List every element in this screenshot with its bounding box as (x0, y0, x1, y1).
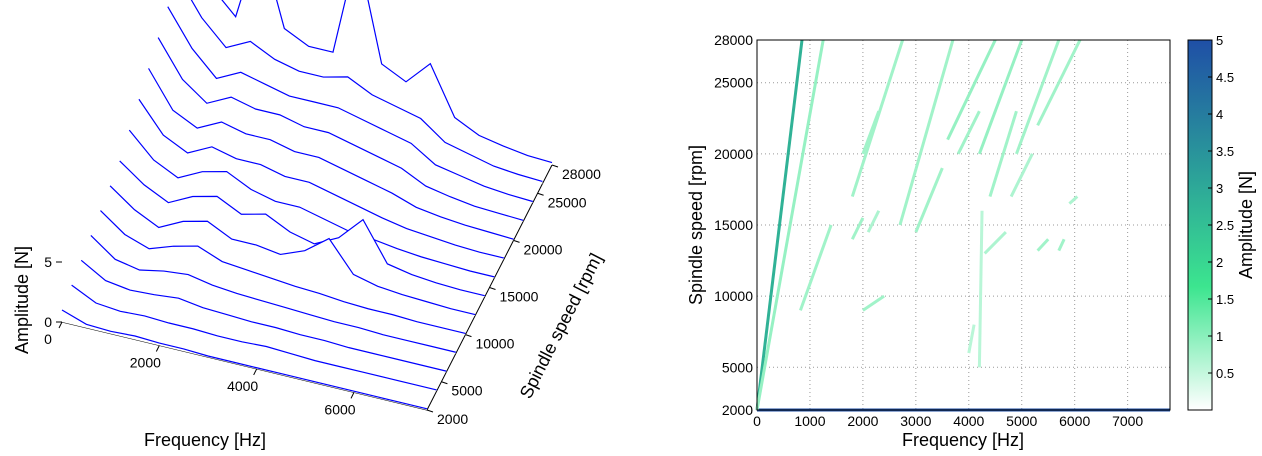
y-tick-label: 15000 (500, 289, 539, 305)
heat-streak (1015, 39, 1061, 155)
x-tick-label: 7000 (1112, 413, 1143, 429)
x-tick-label: 1000 (794, 413, 825, 429)
heat-streak (1057, 238, 1066, 252)
y-tick-label: 2000 (437, 411, 468, 427)
heat-streak (898, 39, 955, 226)
colorbar-tick-label: 4.5 (1216, 70, 1234, 85)
hidden-fill (177, 0, 543, 184)
y-tick (551, 164, 559, 168)
colorbar-tick-label: 1.5 (1216, 292, 1234, 307)
spectrum-line (190, 0, 543, 183)
x-tick-label: 4000 (953, 413, 984, 429)
y-tick-label: 28000 (714, 32, 753, 48)
x-tick-label: 6000 (324, 401, 355, 417)
spectrum-line (119, 160, 485, 297)
x-tick-label: 6000 (1059, 413, 1090, 429)
y-tick-label: 25000 (714, 75, 753, 91)
y-tick-label: 20000 (524, 241, 563, 257)
y-tick-label: 25000 (548, 194, 587, 210)
axes-box (756, 39, 1171, 411)
heat-streak (977, 210, 984, 368)
heat-streak (967, 324, 976, 354)
z-axis-label: Amplitude [N] (12, 246, 32, 354)
colorbar-tick-label: 3 (1216, 181, 1223, 196)
colorbar-tick-label: 2 (1216, 255, 1223, 270)
heat-streak (1036, 39, 1082, 127)
x-axis-label: Frequency [Hz] (902, 430, 1024, 450)
colorbar-tick-label: 1 (1216, 329, 1223, 344)
y-tick-label: 2000 (722, 402, 753, 418)
heat-streak (1009, 153, 1034, 198)
heat-streak (946, 39, 997, 141)
y-tick-label: 10000 (475, 336, 514, 352)
colorbar-label: Amplitude [N] (1236, 171, 1256, 279)
spectrum-line (157, 37, 524, 221)
plot-area (757, 40, 1170, 410)
y-tick-label: 28000 (562, 166, 601, 182)
spectrum-line (221, 0, 553, 164)
heat-streak (977, 39, 1024, 155)
x-tick (58, 321, 63, 329)
y-tick-label: 10000 (714, 288, 753, 304)
y-tick-label: 5000 (451, 383, 482, 399)
spectrum-line (80, 259, 447, 372)
y-tick-label: 5000 (722, 359, 753, 375)
heat-streak (956, 110, 981, 155)
colorbar-tick-label: 0.5 (1216, 366, 1234, 381)
x-tick-label: 2000 (130, 354, 161, 370)
spectrum-line (61, 309, 428, 410)
y-tick (426, 409, 434, 413)
colorbar-tick-label: 5 (1216, 33, 1223, 48)
colorbar-tick-label: 4 (1216, 107, 1223, 122)
colorbar-tick-label: 3.5 (1216, 144, 1234, 159)
y-tick-label: 15000 (714, 217, 753, 233)
x-tick-label: 2000 (847, 413, 878, 429)
heat-streak (866, 210, 881, 233)
z-tick-label: 0 (44, 314, 52, 330)
heat-streak (1036, 238, 1050, 252)
y-axis-label: Spindle speed [rpm] (686, 145, 706, 305)
y-tick (441, 381, 448, 385)
y-tick (489, 287, 496, 290)
x-tick (253, 368, 258, 376)
spectrum-line (167, 6, 533, 203)
spectrum-line (148, 68, 514, 240)
heat-streak (755, 39, 804, 411)
y-axis-label: Spindle speed [rpm] (516, 250, 607, 402)
heat-streak (799, 224, 833, 311)
spectrum-line (109, 185, 476, 316)
x-tick (350, 392, 355, 399)
hidden-fill (187, 0, 552, 165)
heat-streak (861, 110, 881, 155)
heat-streak (988, 110, 1018, 197)
spectrum-line (71, 284, 437, 391)
y-tick (537, 192, 544, 196)
z-tick-label: 5 (44, 254, 52, 270)
x-tick-label: 5000 (1006, 413, 1037, 429)
heat-streak (862, 294, 885, 312)
heat-streak (914, 167, 944, 233)
x-tick-label: 0 (44, 331, 52, 347)
x-tick (155, 345, 160, 352)
y-tick-label: 20000 (714, 146, 753, 162)
colorbar-tick-label: 2.5 (1216, 218, 1234, 233)
x-tick-label: 3000 (900, 413, 931, 429)
x-axis-label: Frequency [Hz] (144, 430, 266, 450)
y-tick (465, 334, 472, 338)
spectrum-line (138, 98, 505, 259)
heat-streak (983, 231, 1007, 255)
x-tick-label: 4000 (227, 378, 258, 394)
spectrum-line (128, 129, 495, 278)
spectrum-line (90, 235, 456, 353)
heat-streak (755, 39, 825, 411)
y-tick (513, 239, 520, 243)
spectrum-line (100, 210, 466, 334)
x-tick-label: 0 (753, 413, 761, 429)
heat-streak (850, 217, 865, 240)
heat-streak (1068, 195, 1079, 205)
